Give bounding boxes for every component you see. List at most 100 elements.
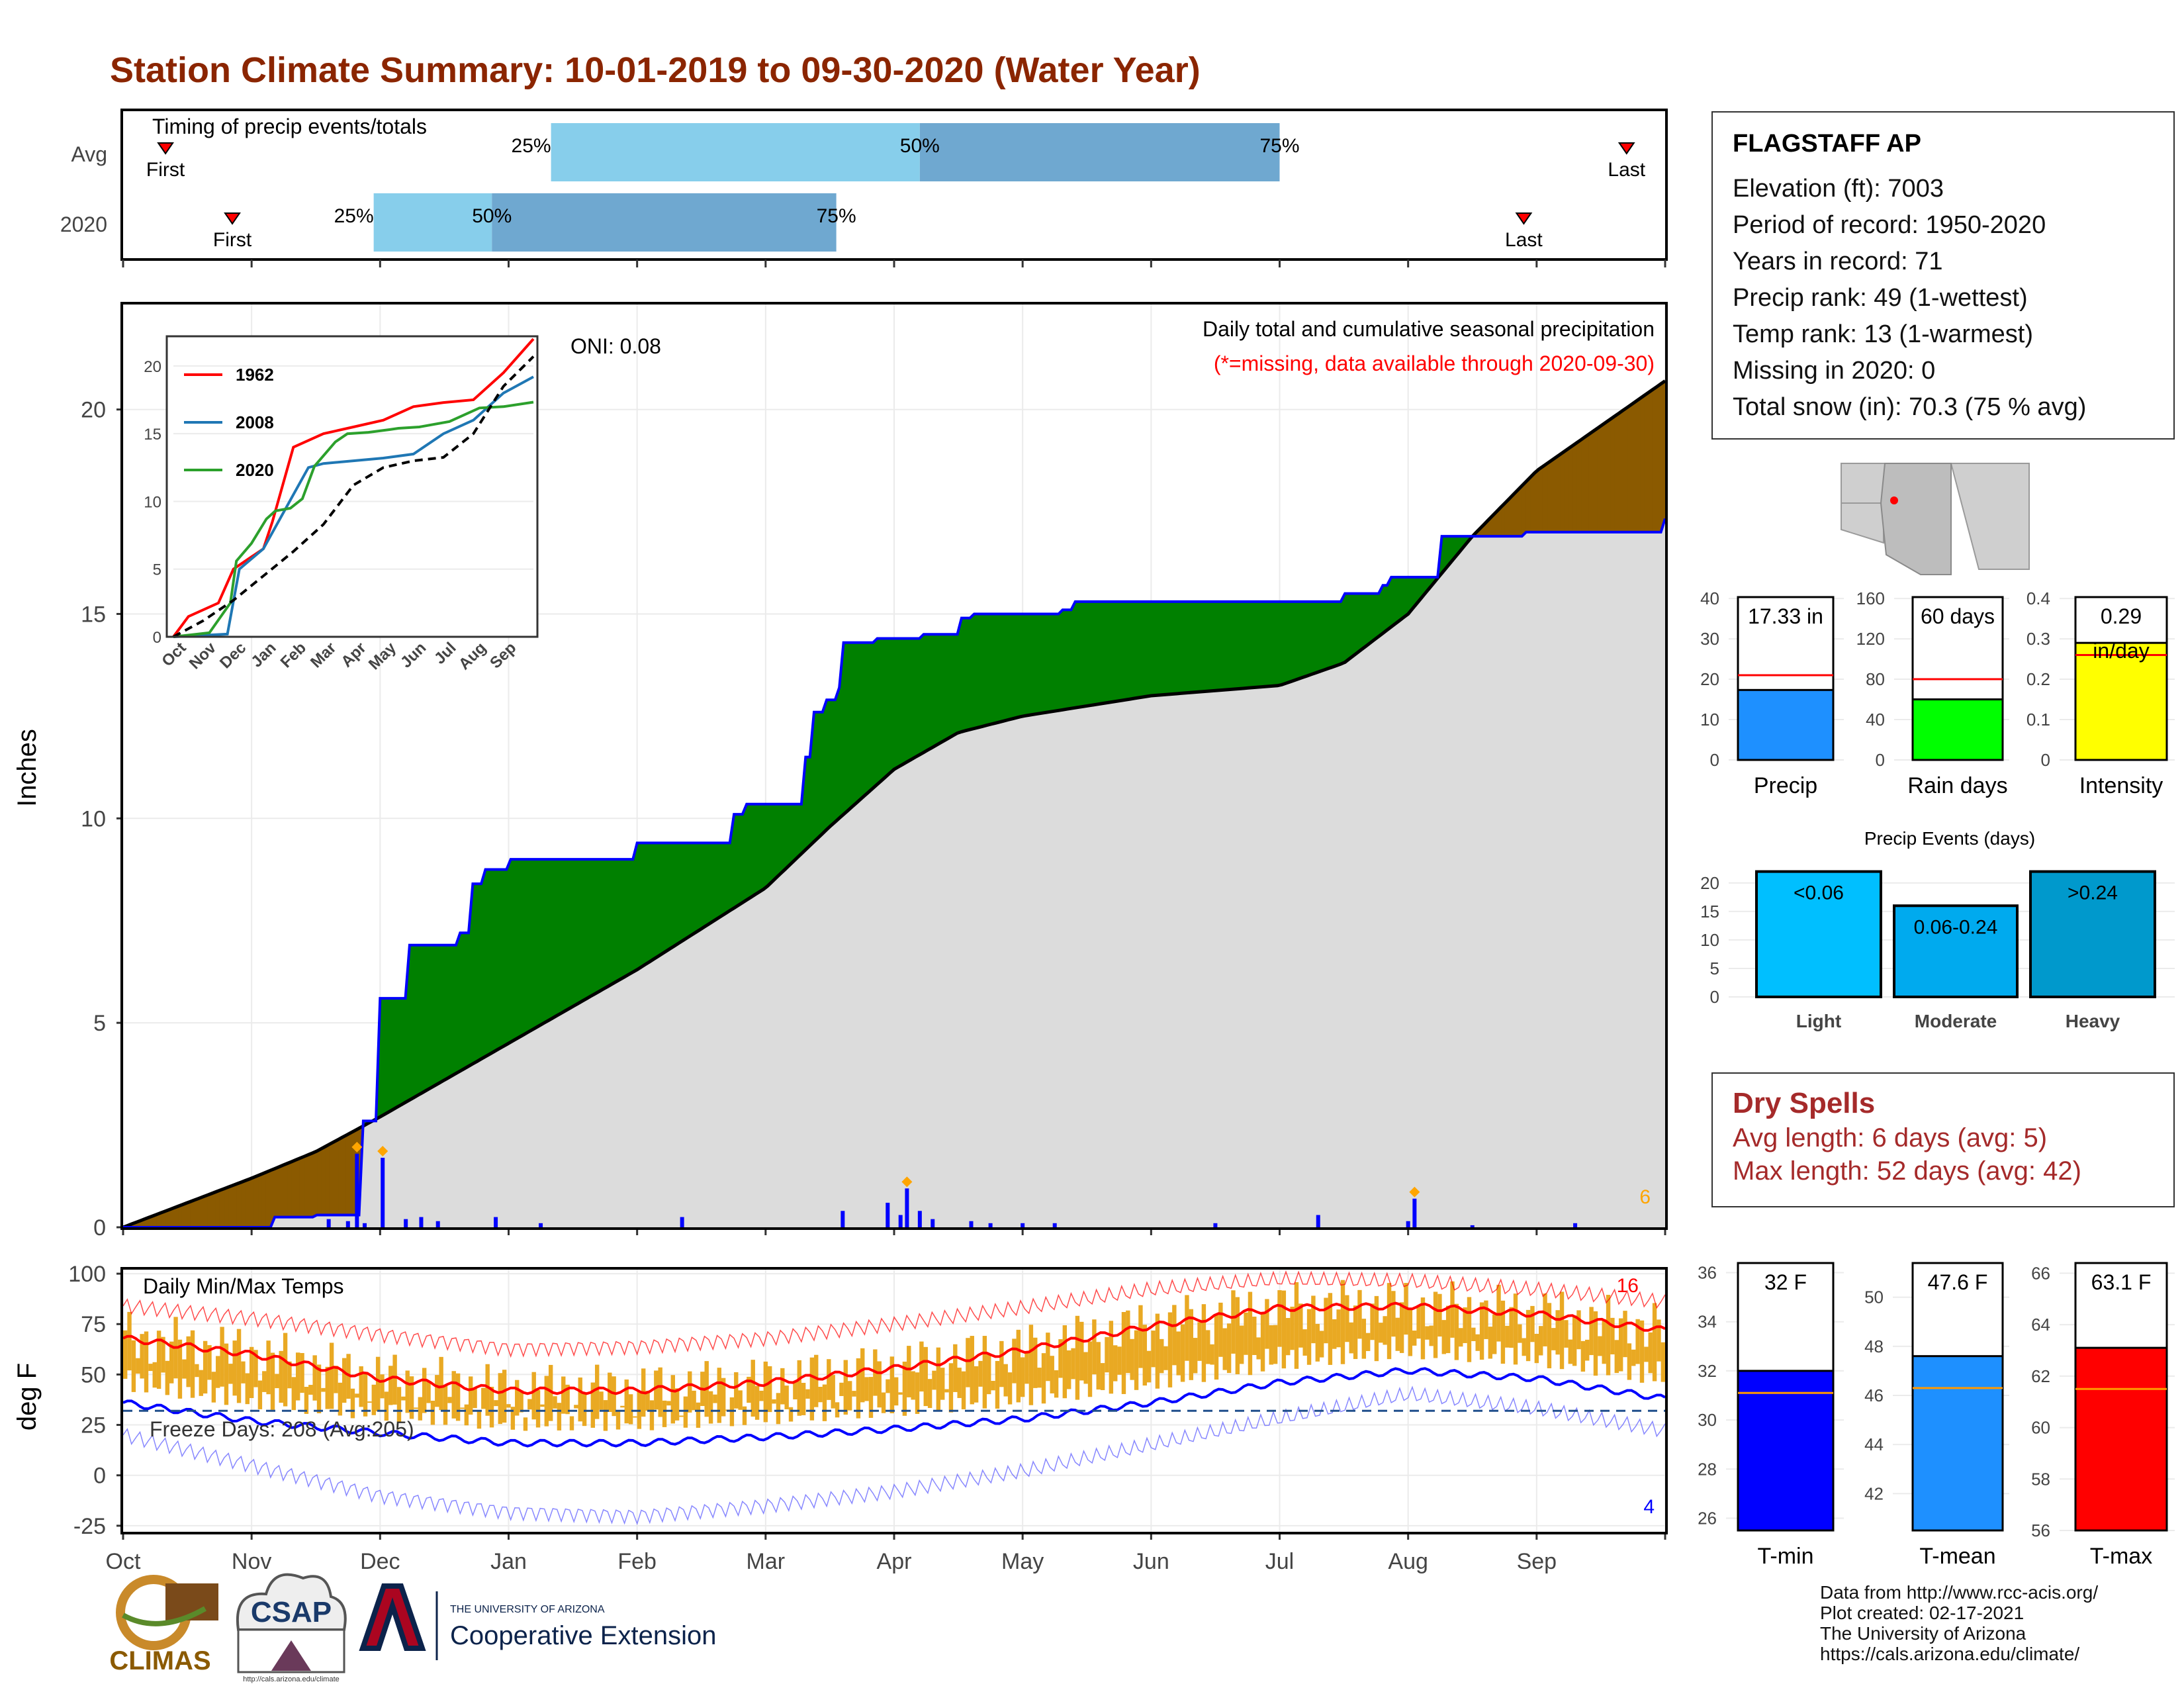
month-tick-label: Mar bbox=[747, 1549, 786, 1574]
inset-x-tick-label: Jan bbox=[248, 639, 279, 671]
daily-temp-range-bar bbox=[860, 1348, 865, 1403]
daily-temp-range-bar bbox=[898, 1392, 903, 1395]
surplus-segment bbox=[561, 859, 566, 1014]
inset-frame bbox=[165, 335, 539, 638]
daily-temp-range-bar bbox=[1226, 1323, 1232, 1374]
deficit-segment bbox=[1635, 398, 1641, 533]
dry-spells-avg-length: Avg length: 6 days (avg: 5) bbox=[1733, 1123, 2048, 1152]
inset-x-tick-label: Jun bbox=[397, 639, 430, 671]
timing-p25-label: 25% bbox=[512, 135, 551, 157]
daily-temp-range-bar bbox=[1441, 1320, 1446, 1354]
station-precip-rank: Precip rank: 49 (1-wettest) bbox=[1733, 284, 2028, 312]
deficit-segment bbox=[345, 1132, 351, 1215]
events-bar-label: <0.06 bbox=[1794, 882, 1844, 904]
daily-temp-range-bar bbox=[1437, 1293, 1442, 1337]
surplus-segment bbox=[578, 859, 583, 1004]
inset-legend-label: 2020 bbox=[236, 460, 274, 480]
surplus-segment bbox=[531, 859, 537, 1031]
deficit-segment bbox=[333, 1139, 339, 1215]
daily-temp-range-bar bbox=[451, 1371, 456, 1419]
locator-map bbox=[1841, 461, 2032, 584]
surplus-segment bbox=[1328, 601, 1333, 669]
surplus-segment bbox=[758, 804, 764, 893]
surplus-segment bbox=[1180, 601, 1185, 694]
daily-temp-range-bar bbox=[1130, 1338, 1134, 1380]
events-title: Precip Events (days) bbox=[1864, 828, 2035, 849]
surplus-segment bbox=[628, 859, 633, 975]
temp-y-axis-label: deg F bbox=[13, 1363, 42, 1430]
daily-temp-range-bar bbox=[203, 1340, 208, 1394]
bar-y-tick-label: 0 bbox=[1710, 750, 1719, 770]
daily-temp-range-bar bbox=[371, 1384, 376, 1415]
daily-temp-range-bar bbox=[136, 1358, 140, 1374]
surplus-segment bbox=[641, 842, 646, 968]
daily-precip-snow-marker bbox=[377, 1145, 388, 1156]
daily-temp-range-bar bbox=[477, 1411, 482, 1429]
daily-temp-range-bar bbox=[367, 1401, 372, 1403]
surplus-segment bbox=[897, 638, 903, 768]
daily-temp-range-bar bbox=[384, 1391, 389, 1421]
daily-temp-range-bar bbox=[195, 1364, 199, 1378]
record-low-line bbox=[122, 1385, 1666, 1525]
daily-temp-range-bar bbox=[1046, 1333, 1050, 1382]
timing-bar-25-50 bbox=[551, 123, 920, 181]
daily-temp-range-bar bbox=[1399, 1302, 1404, 1353]
daily-temp-range-bar bbox=[1172, 1305, 1177, 1366]
surplus-segment bbox=[439, 945, 444, 1084]
bar-value bbox=[1911, 1355, 2004, 1532]
surplus-segment bbox=[535, 859, 541, 1029]
daily-temp-range-bar bbox=[515, 1380, 520, 1416]
oni-annotation: ONI: 0.08 bbox=[570, 334, 661, 358]
surplus-segment bbox=[1365, 593, 1371, 647]
temp-y-tick-label: 50 bbox=[81, 1362, 106, 1387]
bar-category-label: Rain days bbox=[1907, 773, 2007, 798]
surplus-segment bbox=[1032, 614, 1038, 715]
daily-temp-range-bar bbox=[940, 1368, 945, 1400]
surplus-segment bbox=[1193, 601, 1198, 693]
temp-y-tick-label: 75 bbox=[81, 1312, 106, 1337]
daily-temp-range-bar bbox=[847, 1381, 852, 1411]
surplus-segment bbox=[1163, 601, 1169, 696]
daily-temp-range-bar bbox=[1429, 1325, 1433, 1346]
deficit-segment bbox=[320, 1146, 326, 1215]
dry-spells-title: Dry Spells bbox=[1733, 1087, 1876, 1119]
daily-temp-range-bar bbox=[1012, 1338, 1017, 1383]
temp-y-tick-label: 25 bbox=[81, 1413, 106, 1438]
daily-temp-range-bar bbox=[995, 1360, 1000, 1409]
station-years-in-record: Years in record: 71 bbox=[1733, 248, 1943, 275]
bar-y-tick-label: 40 bbox=[1700, 588, 1719, 608]
events-y-tick-label: 20 bbox=[1700, 873, 1719, 893]
daily-temp-range-bar bbox=[156, 1331, 161, 1389]
deficit-segment bbox=[1648, 389, 1653, 533]
surplus-segment bbox=[615, 859, 621, 982]
daily-temp-range-bar bbox=[649, 1400, 655, 1430]
daily-temp-range-bar bbox=[1391, 1291, 1396, 1337]
surplus-segment bbox=[607, 859, 612, 988]
daily-temp-range-bar bbox=[1315, 1323, 1320, 1362]
deficit-segment bbox=[257, 1173, 263, 1228]
daily-temp-range-bar bbox=[224, 1343, 229, 1405]
daily-temp-range-bar bbox=[1142, 1325, 1147, 1386]
surplus-segment bbox=[974, 614, 979, 729]
daily-temp-range-bar bbox=[1580, 1340, 1586, 1372]
surplus-segment bbox=[746, 804, 752, 901]
daily-temp-range-bar bbox=[1033, 1337, 1038, 1388]
inset-x-tick-label: Sep bbox=[486, 639, 520, 672]
surplus-segment bbox=[632, 843, 638, 973]
bar-y-tick-label: 28 bbox=[1698, 1459, 1717, 1479]
bar-category-label: T-min bbox=[1758, 1544, 1814, 1569]
daily-temp-range-bar bbox=[1606, 1295, 1611, 1376]
daily-temp-range-bar bbox=[1525, 1309, 1531, 1362]
surplus-segment bbox=[805, 757, 811, 851]
daily-temp-range-bar bbox=[481, 1387, 486, 1409]
surplus-segment bbox=[1116, 601, 1122, 702]
bar-value bbox=[2074, 1346, 2168, 1532]
daily-temp-range-bar bbox=[1568, 1339, 1572, 1364]
surplus-segment bbox=[1277, 601, 1283, 686]
daily-temp-range-bar bbox=[190, 1330, 195, 1398]
deficit-segment bbox=[1576, 439, 1582, 533]
deficit-segment bbox=[253, 1175, 259, 1228]
timing-last-marker bbox=[1617, 142, 1635, 155]
surplus-segment bbox=[877, 638, 882, 786]
daily-temp-range-bar bbox=[742, 1406, 747, 1425]
